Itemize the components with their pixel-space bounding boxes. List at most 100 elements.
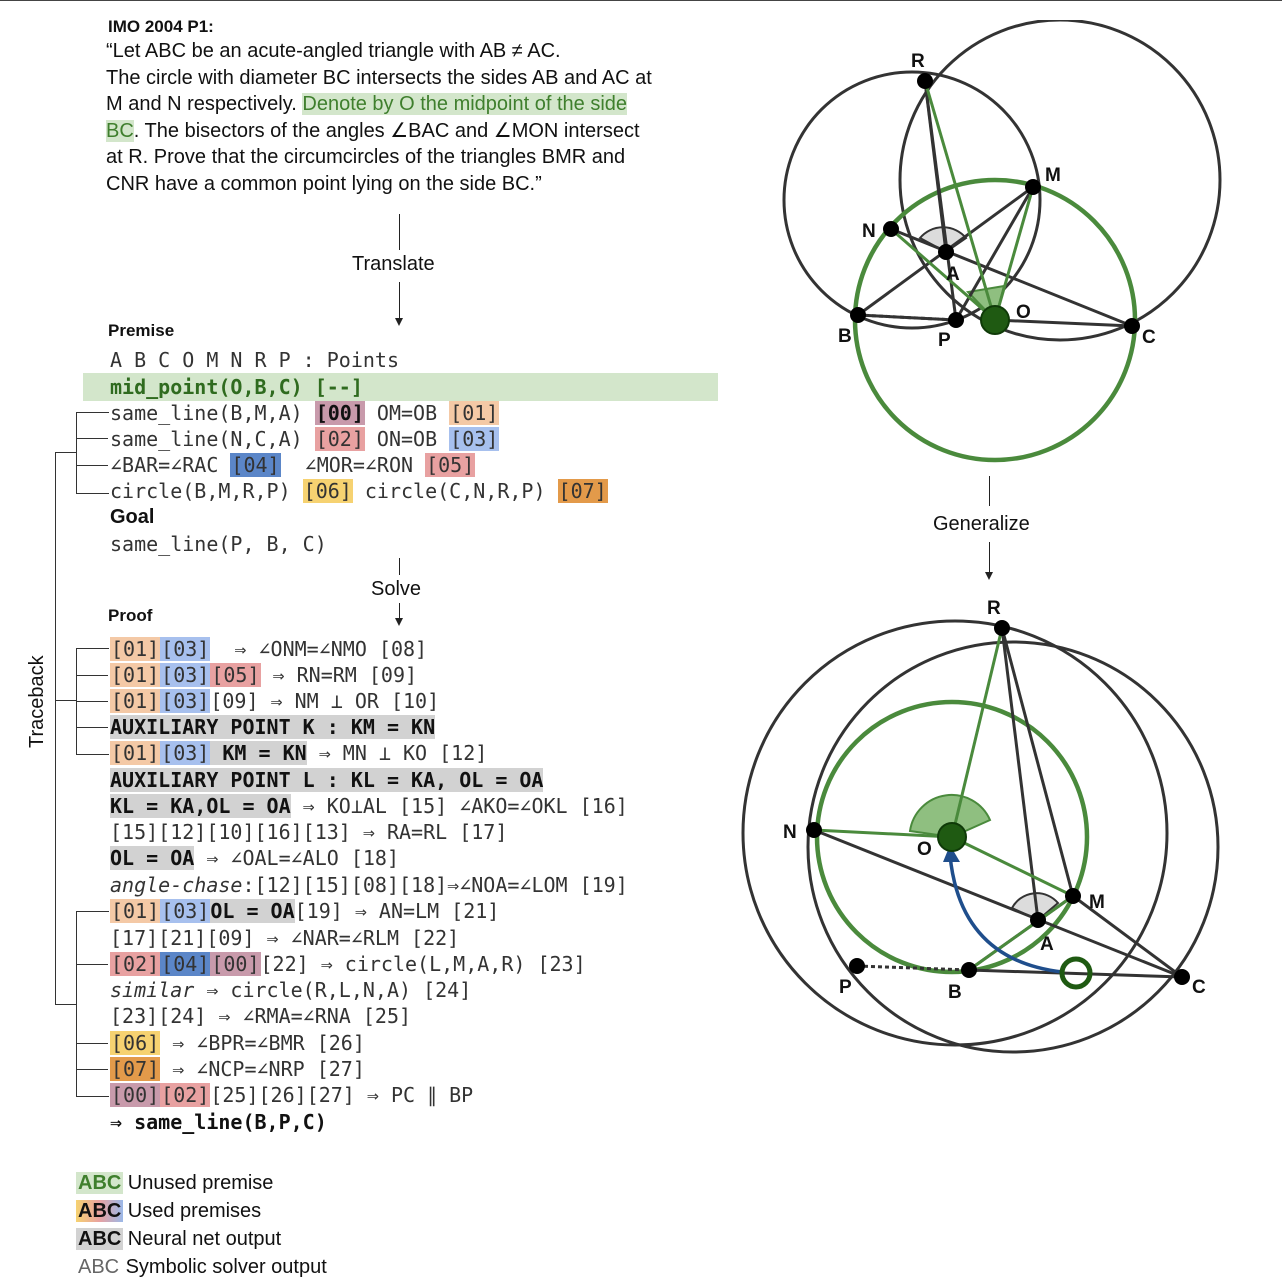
label-p: P — [938, 330, 951, 351]
traceback-link — [55, 700, 76, 701]
premise-text: circle(B,M,R,P) — [110, 479, 303, 503]
proof-text: ⇒ circle(R,L,N,A) [24] — [194, 978, 472, 1002]
circle-large-right — [806, 640, 1220, 1054]
proof-step: [06] ⇒ ∠BPR=∠BMR [26] — [110, 1030, 365, 1056]
translate-arrowhead — [395, 318, 403, 326]
neural-output: OL = OA — [210, 899, 295, 923]
premise-heading: Premise — [108, 321, 175, 340]
point-b — [850, 307, 866, 323]
proof-method: similar — [110, 978, 195, 1002]
point-o — [980, 305, 1010, 335]
point-n — [883, 221, 899, 237]
traceback-spine — [55, 452, 56, 1004]
solve-arrow-bottom — [399, 603, 400, 618]
traceback-link — [55, 1004, 76, 1005]
proof-bracket-2 — [76, 911, 109, 1097]
point-n — [806, 822, 822, 838]
proof-step: [00] [02][25][26][27] ⇒ PC ∥ BP — [110, 1082, 473, 1108]
dotted-pb — [856, 964, 970, 972]
label-b: B — [838, 326, 852, 347]
solve-arrowhead — [395, 618, 403, 626]
problem-title: IMO 2004 P1: — [108, 17, 214, 36]
legend-item-symbolic: ABC Symbolic solver output — [76, 1254, 327, 1282]
solve-arrow-top — [399, 558, 400, 575]
traceback-label: Traceback — [26, 655, 48, 748]
proof-text: ⇒ RN=RM [09] — [260, 663, 418, 687]
goal-text: same_line(P, B, C) — [110, 532, 327, 556]
label-n: N — [862, 221, 876, 242]
label-p: P — [839, 977, 852, 998]
legend-swatch: ABC — [78, 1256, 120, 1278]
label-c: C — [1192, 977, 1206, 998]
translate-arrow-top — [399, 214, 400, 250]
angle-marker-o — [908, 794, 992, 839]
label-b: B — [948, 982, 962, 1003]
points-top — [850, 73, 1140, 334]
neural-output: AUXILIARY POINT K : KM = KN — [110, 715, 436, 739]
legend-label: Unused premise — [127, 1172, 274, 1194]
proof-tag: [03] — [160, 899, 211, 923]
point-r — [994, 620, 1010, 636]
premise-tag: [00] — [314, 401, 365, 425]
dotted-bp — [857, 313, 957, 322]
premise-bracket — [76, 412, 109, 494]
unused-premise-text: BC — [106, 119, 134, 142]
label-m: M — [1089, 892, 1105, 913]
proof-step: [15][12][10][16][13] ⇒ RA=RL [17] — [110, 820, 508, 844]
point-o-original — [1059, 956, 1093, 990]
premise-text: same_line(B,M,A) — [110, 401, 315, 425]
green-lines — [813, 627, 1074, 972]
point-c — [1124, 318, 1140, 334]
proof-text: ⇒ MN ⊥ KO [12] — [306, 741, 488, 765]
neural-output: KM = KN — [210, 741, 307, 765]
proof-tag: [01] — [110, 663, 161, 687]
legend-item-neural: ABC Neural net output — [76, 1226, 327, 1254]
premise-midpoint: mid_point(O,B,C) [--] — [110, 375, 363, 399]
generalize-arrow-top — [989, 476, 990, 506]
proof-step: [01] [03] [05] ⇒ RN=RM [09] — [110, 662, 417, 688]
proof-text: [25][26][27] ⇒ PC ∥ BP — [210, 1083, 474, 1107]
problem-statement: “Let ABC be an acute-angled triangle wit… — [106, 38, 746, 197]
proof-bracket-tick — [76, 727, 108, 728]
proof-tag: [03] — [160, 741, 211, 765]
generalize-arrowhead — [985, 572, 993, 580]
proof-step: [17][21][09] ⇒ ∠NAR=∠RLM [22] — [110, 926, 460, 950]
proof-text: ⇒ ∠OAL=∠ALO [18] — [194, 846, 399, 870]
proof-step: [23][24] ⇒ ∠RMA=∠RNA [25] — [110, 1004, 412, 1028]
premise-bracket-tick — [76, 438, 108, 439]
proof-tag: [00] — [210, 952, 261, 976]
proof-tag: [01] — [110, 899, 161, 923]
proof-tag: [03] — [160, 663, 211, 687]
point-a — [1030, 912, 1046, 928]
point-m — [1065, 888, 1081, 904]
premise-text: circle(C,N,R,P) — [352, 479, 558, 503]
proof-step-aux: AUXILIARY POINT K : KM = KN — [110, 714, 436, 740]
proof-tag: [03] — [160, 689, 211, 713]
circle-bmr — [782, 70, 1042, 330]
proof-method: angle-chase — [110, 873, 243, 897]
green-lines — [890, 80, 1035, 322]
proof-bracket-tick — [76, 1043, 108, 1044]
premise-row: ∠BAR=∠RAC [04] ∠MOR=∠RON [05] — [110, 452, 476, 478]
proof-step: [02] [04] [00][22] ⇒ circle(L,M,A,R) [23] — [110, 951, 586, 977]
proof-step: OL = OA ⇒ ∠OAL=∠ALO [18] — [110, 845, 399, 871]
point-p — [948, 312, 964, 328]
label-n: N — [783, 822, 797, 843]
proof-text: [19] ⇒ AN=LM [21] — [294, 899, 500, 923]
label-r: R — [911, 51, 925, 72]
label-r: R — [987, 598, 1001, 619]
legend: ABC Unused premise ABC Used premises ABC… — [76, 1170, 327, 1282]
points-bottom — [806, 620, 1190, 985]
problem-line: M and N respectively. Denote by O the mi… — [106, 91, 746, 118]
premise-tag: [04] — [230, 453, 281, 477]
legend-label: Used premises — [127, 1200, 262, 1222]
proof-text: [22] ⇒ circle(L,M,A,R) [23] — [260, 952, 586, 976]
problem-line: CNR have a common point lying on the sid… — [106, 172, 542, 195]
premise-tag: [02] — [314, 427, 365, 451]
legend-label: Symbolic solver output — [125, 1256, 327, 1278]
premise-text: ∠BAR=∠RAC — [110, 453, 231, 477]
move-arrow — [948, 854, 1063, 974]
point-c — [1174, 969, 1190, 985]
premise-tag: [06] — [302, 479, 353, 503]
point-m — [1025, 179, 1041, 195]
